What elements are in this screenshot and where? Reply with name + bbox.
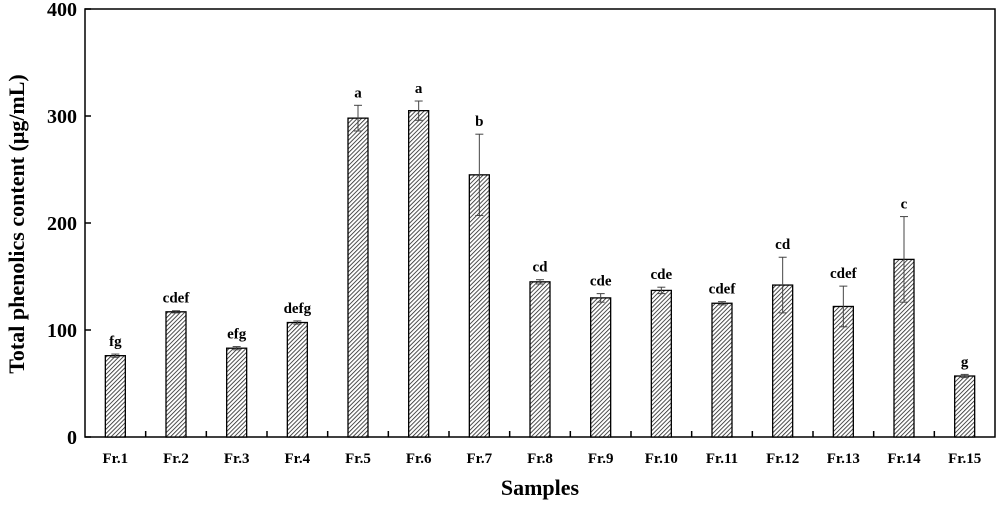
x-axis-label: Samples: [501, 475, 580, 500]
bar: [165, 311, 187, 438]
x-tick-label: Fr.6: [406, 451, 432, 467]
x-tick-label: Fr.15: [948, 451, 981, 467]
y-tick-label: 400: [47, 0, 77, 21]
x-tick-label: Fr.9: [588, 451, 614, 467]
bar: [226, 347, 248, 438]
bar: [590, 297, 612, 438]
bar: [711, 302, 733, 438]
x-tick-label: Fr.5: [345, 451, 371, 467]
significance-label: c: [901, 197, 908, 213]
significance-label: cde: [590, 274, 612, 290]
x-tick-label: Fr.14: [887, 451, 921, 467]
y-tick-label: 300: [47, 106, 77, 128]
significance-label: cdef: [709, 282, 737, 298]
y-tick-label: 0: [67, 427, 77, 449]
significance-label: fg: [109, 334, 122, 350]
x-tick-label: Fr.3: [224, 451, 250, 467]
bar: [286, 321, 308, 438]
axes: 0 100 200 300 400 Fr.1 Fr.2 Fr.3 Fr.4 Fr.5 Fr.6 Fr.…: [47, 0, 996, 467]
bar: [954, 375, 976, 438]
x-tick-label: Fr.10: [645, 451, 678, 467]
x-tick-label: Fr.8: [527, 451, 553, 467]
x-tick-label: Fr.4: [284, 451, 310, 467]
x-tick-label: Fr.11: [706, 451, 738, 467]
significance-label: a: [415, 81, 423, 97]
y-tick-label: 100: [47, 320, 77, 342]
significance-label: cdef: [163, 291, 191, 307]
bar: [529, 281, 551, 438]
y-tick-label: 200: [47, 213, 77, 235]
significance-label: g: [961, 354, 969, 370]
y-axis-label: Total phenolics content (μg/mL): [4, 74, 29, 374]
significance-label: cdef: [830, 266, 858, 282]
bar: [347, 117, 369, 438]
x-tick-label: Fr.12: [766, 451, 799, 467]
x-tick-label: Fr.7: [466, 451, 492, 467]
significance-label: cd: [533, 260, 549, 276]
significance-label: cde: [650, 267, 672, 283]
significance-label: cd: [775, 237, 791, 253]
x-tick-label: Fr.13: [827, 451, 860, 467]
significance-label: efg: [227, 327, 247, 343]
x-tick-label: Fr.2: [163, 451, 189, 467]
significance-label: a: [354, 85, 362, 101]
bars: fg cdef efg defg a a b cd cde cde cdef cd cdef c g: [104, 81, 976, 438]
bar: [104, 355, 126, 438]
bar: [650, 289, 672, 438]
significance-label: defg: [284, 301, 312, 317]
significance-label: b: [475, 114, 483, 130]
bar: [408, 110, 430, 438]
x-tick-label: Fr.1: [102, 451, 128, 467]
